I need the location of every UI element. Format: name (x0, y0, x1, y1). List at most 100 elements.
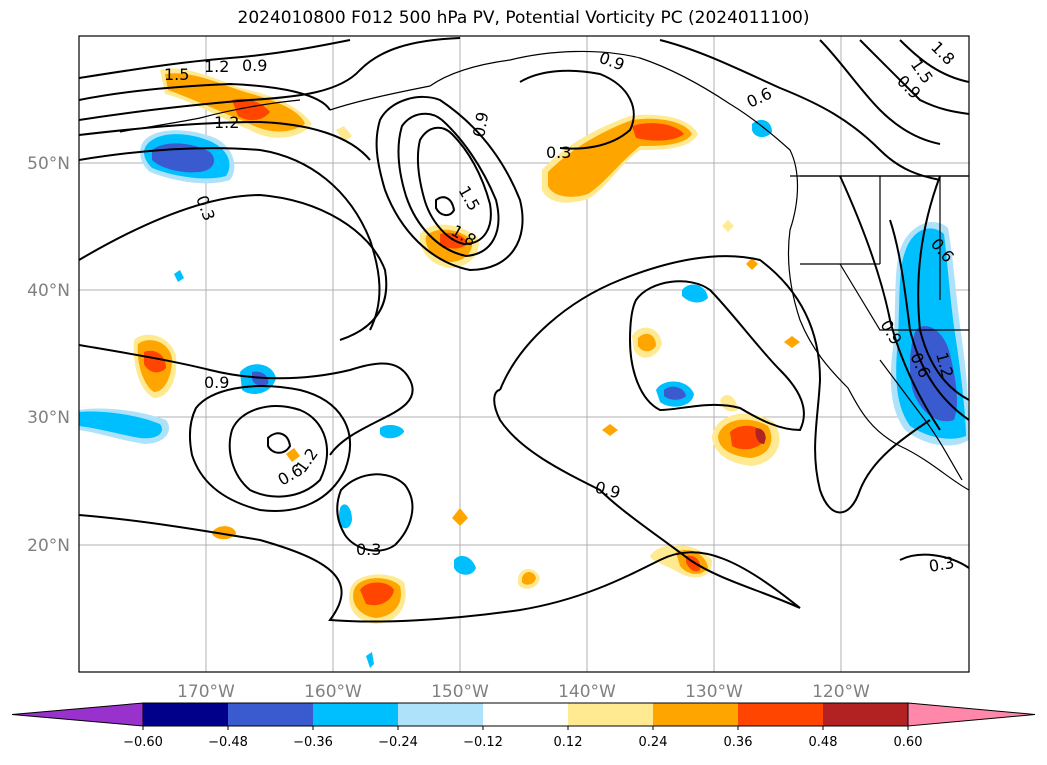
contour-ne-2 (859, 39, 969, 115)
contour-0.3-loop-central (628, 280, 805, 432)
colorbar-tick-label: −0.24 (378, 735, 418, 750)
colorbar: −0.60 −0.48 −0.36 −0.24 −0.12 0.12 0.24 0.36 0.4… (11, 702, 1036, 750)
contour-label: 0.3 (927, 553, 955, 576)
pv-positive-region (360, 582, 394, 606)
contour-1.5-vortex (416, 126, 492, 246)
lat-tick-label: 20°N (27, 536, 70, 556)
lon-tick-labels: 170°W 160°W 150°W 140°W 130°W 120°W (177, 682, 870, 702)
pv-negative-region (366, 652, 374, 668)
colorbar-swatch (568, 703, 653, 726)
lon-tick-label: 160°W (304, 682, 362, 702)
pv-contours (79, 37, 969, 623)
pv-positive-region (144, 350, 166, 373)
colorbar-tick-label: −0.60 (123, 735, 163, 750)
colorbar-swatch (483, 703, 568, 726)
pv-positive-region (452, 508, 468, 526)
lon-tick-label: 120°W (812, 682, 870, 702)
north-america-coastline (329, 50, 969, 491)
contour-label: 0.9 (204, 373, 229, 392)
contour-label: 1.2 (214, 113, 239, 132)
contour-label: 0.9 (242, 56, 267, 75)
lon-tick-label: 130°W (685, 682, 743, 702)
pv-positive-region (722, 220, 734, 232)
pv-negative-region (454, 555, 476, 575)
pv-negative-region (79, 411, 162, 439)
contour-west-coast-2 (889, 219, 969, 421)
pv-positive-region (232, 98, 270, 121)
contour-0.3-southeast (79, 389, 801, 623)
contour-label: 1.2 (204, 57, 229, 76)
lat-tick-labels: 50°N 40°N 30°N 20°N (27, 154, 70, 556)
pv-negative-region (380, 425, 404, 439)
lat-tick-label: 30°N (27, 408, 70, 428)
pv-positive-region (522, 572, 536, 585)
pv-negative-region (752, 119, 772, 138)
pv-positive-region (602, 424, 618, 436)
contour-label: 0.9 (469, 110, 492, 138)
pv-negative-region (909, 326, 957, 422)
pv-positive-region (755, 428, 766, 444)
pv-positive-region (286, 448, 300, 462)
colorbar-tick-label: −0.48 (208, 735, 248, 750)
gridlines (79, 36, 969, 672)
contour-0.6-ne (659, 39, 941, 181)
contour-1.2-vortex (397, 112, 500, 258)
contour-ne-1 (819, 39, 941, 145)
contour-0.6-upper (79, 147, 381, 331)
contour-ne-3 (899, 39, 969, 83)
pv-positive-region (632, 123, 684, 141)
colorbar-extend-right (907, 702, 1036, 727)
contour-label: 0.3 (546, 143, 571, 162)
contour-0.9-west-outer (188, 385, 351, 512)
lat-tick-label: 40°N (27, 281, 70, 301)
contour-west-coast-1 (839, 175, 941, 431)
colorbar-tick-label: 0.48 (809, 735, 838, 750)
colorbar-tick-label: 0.12 (554, 735, 583, 750)
colorbar-tick-label: 0.36 (724, 735, 753, 750)
colorbar-tick-label: −0.36 (293, 735, 333, 750)
contour-0.6 (79, 344, 414, 456)
pv-negative-region (664, 386, 686, 400)
colorbar-tick-label: 0.60 (894, 735, 923, 750)
contour-0.3-se (899, 553, 969, 569)
contour-upper-band-2 (79, 39, 351, 79)
contour-0.3-west (79, 193, 388, 341)
contour-1.8-vortex (435, 196, 456, 216)
colorbar-swatch (143, 703, 228, 726)
pv-positive-region (746, 258, 758, 270)
colorbar-swatch (738, 703, 823, 726)
contour-0.9-vortex (375, 95, 524, 272)
contour-label: 0.3 (356, 540, 381, 559)
colorbar-swatch (313, 703, 398, 726)
contour-label-group: 1.5 1.2 0.9 1.2 0.3 0.9 1.5 1.8 0.3 0.9 … (164, 37, 959, 576)
contour-label: 1.5 (164, 65, 189, 84)
lat-tick-label: 50°N (27, 154, 70, 174)
pv-positive-region (784, 336, 800, 348)
contour-upper-band-1 (79, 82, 331, 111)
pv-negative-region (682, 284, 708, 303)
colorbar-swatch (228, 703, 313, 726)
colorbar-swatch (823, 703, 908, 726)
colorbar-tick-label: −0.12 (463, 735, 503, 750)
lon-tick-label: 170°W (177, 682, 235, 702)
contour-0.9-loop-west (228, 405, 329, 498)
lon-tick-label: 140°W (558, 682, 616, 702)
contour-0.3-central (499, 255, 931, 514)
lon-tick-label: 150°W (431, 682, 489, 702)
colorbar-swatch (653, 703, 738, 726)
gulf-of-california (879, 359, 963, 481)
pv-negative-region (338, 504, 352, 529)
colorbar-frame (142, 702, 909, 727)
pv-positive-region (336, 126, 352, 142)
contour-1.2-west (79, 120, 371, 161)
map-frame (78, 35, 970, 673)
pv-positive-region (638, 333, 656, 352)
colorbar-tick-label: 0.24 (639, 735, 668, 750)
map-panel: 1.5 1.2 0.9 1.2 0.3 0.9 1.5 1.8 0.3 0.9 … (78, 35, 970, 673)
pv-negative-region (152, 143, 215, 173)
contour-0.9-upper (79, 37, 461, 121)
contour-0.9-north-pacific (519, 69, 635, 150)
contour-west-coast-3 (917, 175, 969, 401)
contour-1.2-loop-west (267, 432, 292, 454)
